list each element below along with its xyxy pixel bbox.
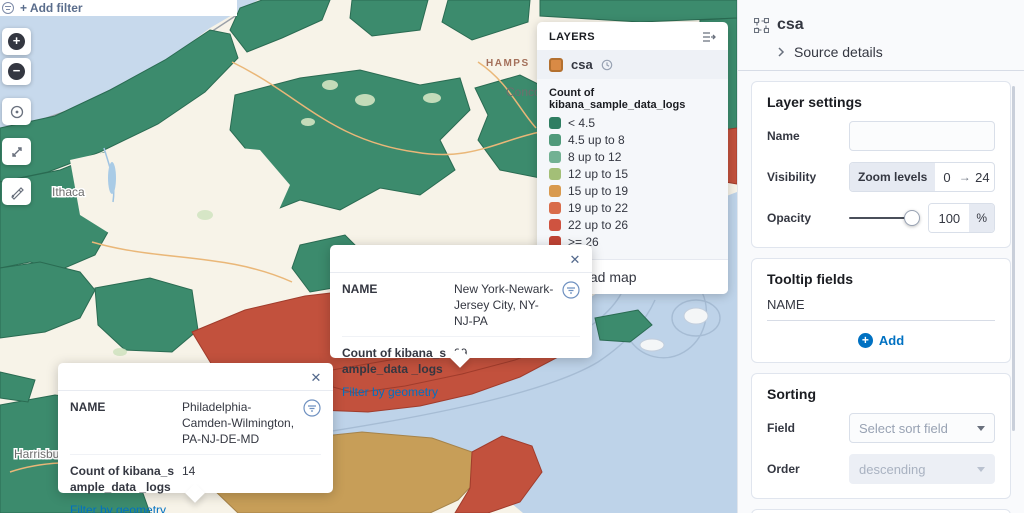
opacity-value-input[interactable]: 100 (929, 204, 970, 232)
zoom-levels-button[interactable]: Zoom levels (850, 163, 936, 191)
tooltip-fields-title: Tooltip fields (767, 271, 854, 287)
layer-settings-card: Layer settings Name Visibility Zoom leve… (751, 81, 1011, 248)
legend-row: 12 up to 15 (549, 167, 716, 181)
legend-title: Count of kibana_sample_data_logs (549, 87, 686, 111)
tooltip-count-value: 29 (454, 345, 468, 360)
svg-text:Harrisburg: Harrisburg (14, 447, 70, 461)
chevron-down-icon (977, 467, 985, 472)
map-toolbar: + − (2, 28, 31, 210)
legend-row: 15 up to 19 (549, 184, 716, 198)
filter-options-icon[interactable] (2, 2, 14, 14)
legend-swatch (549, 134, 561, 146)
layer-swatch-icon (549, 57, 563, 72)
zoom-out-button[interactable]: − (2, 58, 31, 85)
legend-row: < 4.5 (549, 116, 716, 130)
visibility-label: Visibility (767, 170, 817, 184)
tooltip-count-label: Count of kibana_sample_data _logs (342, 345, 447, 376)
tools-icon (10, 186, 24, 200)
map-tooltip-nyc: ✕ NAME New York-Newark-Jersey City, NY-N… (330, 245, 592, 399)
legend-row: 22 up to 26 (549, 218, 716, 232)
panel-scrollbar[interactable] (1012, 86, 1015, 431)
scaling-card: Scaling Limit results to 10000. Show top… (751, 509, 1011, 513)
filter-circle-icon[interactable] (303, 399, 321, 417)
legend-row: 19 up to 22 (549, 201, 716, 215)
clock-icon (601, 59, 613, 70)
layer-name: csa (571, 57, 593, 72)
close-icon[interactable]: ✕ (310, 370, 322, 385)
plus-circle-icon: + (857, 333, 873, 348)
draw-tools-button[interactable] (2, 178, 31, 205)
opacity-slider[interactable] (849, 210, 921, 226)
tooltip-name-value: Philadelphia-Camden-Wilmington, PA-NJ-DE… (182, 400, 295, 447)
filter-by-geometry-link[interactable]: Filter by geometry (70, 502, 167, 513)
tooltip-count-label: Count of kibana_sample_data _logs (70, 463, 175, 494)
layer-settings-panel: csa Source details Layer settings Name V… (737, 0, 1024, 513)
map-label-ithaca: Ithaca (52, 185, 85, 199)
layer-settings-title: Layer settings (767, 94, 862, 110)
add-field-button[interactable]: + Add (767, 333, 995, 348)
zoom-in-button[interactable]: + (2, 28, 31, 55)
source-details-label: Source details (794, 44, 883, 60)
source-details-toggle[interactable]: Source details (776, 44, 1008, 60)
svg-text:Ithaca: Ithaca (52, 185, 85, 199)
crosshair-icon (10, 105, 23, 118)
legend-swatch (549, 185, 561, 197)
tooltip-name-label: NAME (70, 400, 106, 414)
legend-swatch (549, 117, 561, 129)
chevron-down-icon (977, 426, 985, 431)
slider-thumb[interactable] (904, 210, 921, 226)
zoom-range-control: Zoom levels 0 → 24 (849, 162, 995, 192)
name-label: Name (767, 129, 800, 143)
layer-name-input[interactable] (849, 121, 995, 151)
sort-field-select[interactable]: Select sort field (849, 413, 995, 443)
legend-swatch (549, 219, 561, 231)
filter-bar: + Add filter (0, 0, 237, 16)
legend-row: 8 up to 12 (549, 150, 716, 164)
filter-by-geometry-link[interactable]: Filter by geometry (342, 384, 439, 399)
tooltip-fields-card: Tooltip fields NAME + Add (751, 258, 1011, 363)
set-view-button[interactable] (2, 98, 31, 125)
zoom-max-input[interactable]: 24 (975, 169, 990, 185)
collapse-panel-icon[interactable] (702, 31, 716, 43)
sort-order-select: descending (849, 454, 995, 484)
map-label-state: HAMPS (486, 58, 530, 69)
zoom-min-input[interactable]: 0 (943, 169, 951, 185)
panel-title: csa (777, 16, 804, 33)
close-icon[interactable]: ✕ (569, 252, 581, 267)
order-label: Order (767, 462, 800, 476)
chevron-right-icon (778, 47, 785, 57)
plus-icon: + (8, 33, 25, 50)
legend-swatch (549, 168, 561, 180)
legend-row: 4.5 up to 8 (549, 133, 716, 147)
fit-to-data-button[interactable] (2, 138, 31, 165)
layer-row-csa[interactable]: csa (537, 50, 728, 79)
legend-swatch (549, 202, 561, 214)
layers-panel: LAYERS csa Count of kibana_sample_data_l… (537, 22, 728, 294)
expand-diagonal-icon (11, 146, 22, 157)
arrow-right-icon: → (958, 170, 971, 184)
field-label: Field (767, 421, 796, 435)
layer-legend: Count of kibana_sample_data_logs < 4.5 4… (537, 79, 728, 259)
map-label-harrisburg: Harrisburg (14, 447, 70, 461)
layers-panel-title: LAYERS (549, 31, 596, 43)
minus-icon: − (8, 63, 25, 80)
opacity-label: Opacity (767, 211, 812, 225)
add-filter-button[interactable]: + Add filter (20, 1, 83, 15)
sorting-card: Sorting Field Select sort field Order de… (751, 373, 1011, 499)
legend-swatch (549, 151, 561, 163)
map-label-concord: Concor (506, 85, 545, 99)
tooltip-name-value: New York-Newark-Jersey City, NY-NJ-PA (454, 282, 554, 329)
vector-square-icon (754, 17, 769, 33)
tooltip-count-value: 14 (182, 463, 196, 478)
tooltip-field-item[interactable]: NAME (767, 287, 995, 321)
percent-unit: % (969, 204, 994, 232)
map-tooltip-philadelphia: ✕ NAME Philadelphia-Camden-Wilmington, P… (58, 363, 333, 513)
tooltip-name-label: NAME (342, 282, 378, 296)
filter-circle-icon[interactable] (562, 281, 580, 299)
sorting-title: Sorting (767, 386, 816, 402)
